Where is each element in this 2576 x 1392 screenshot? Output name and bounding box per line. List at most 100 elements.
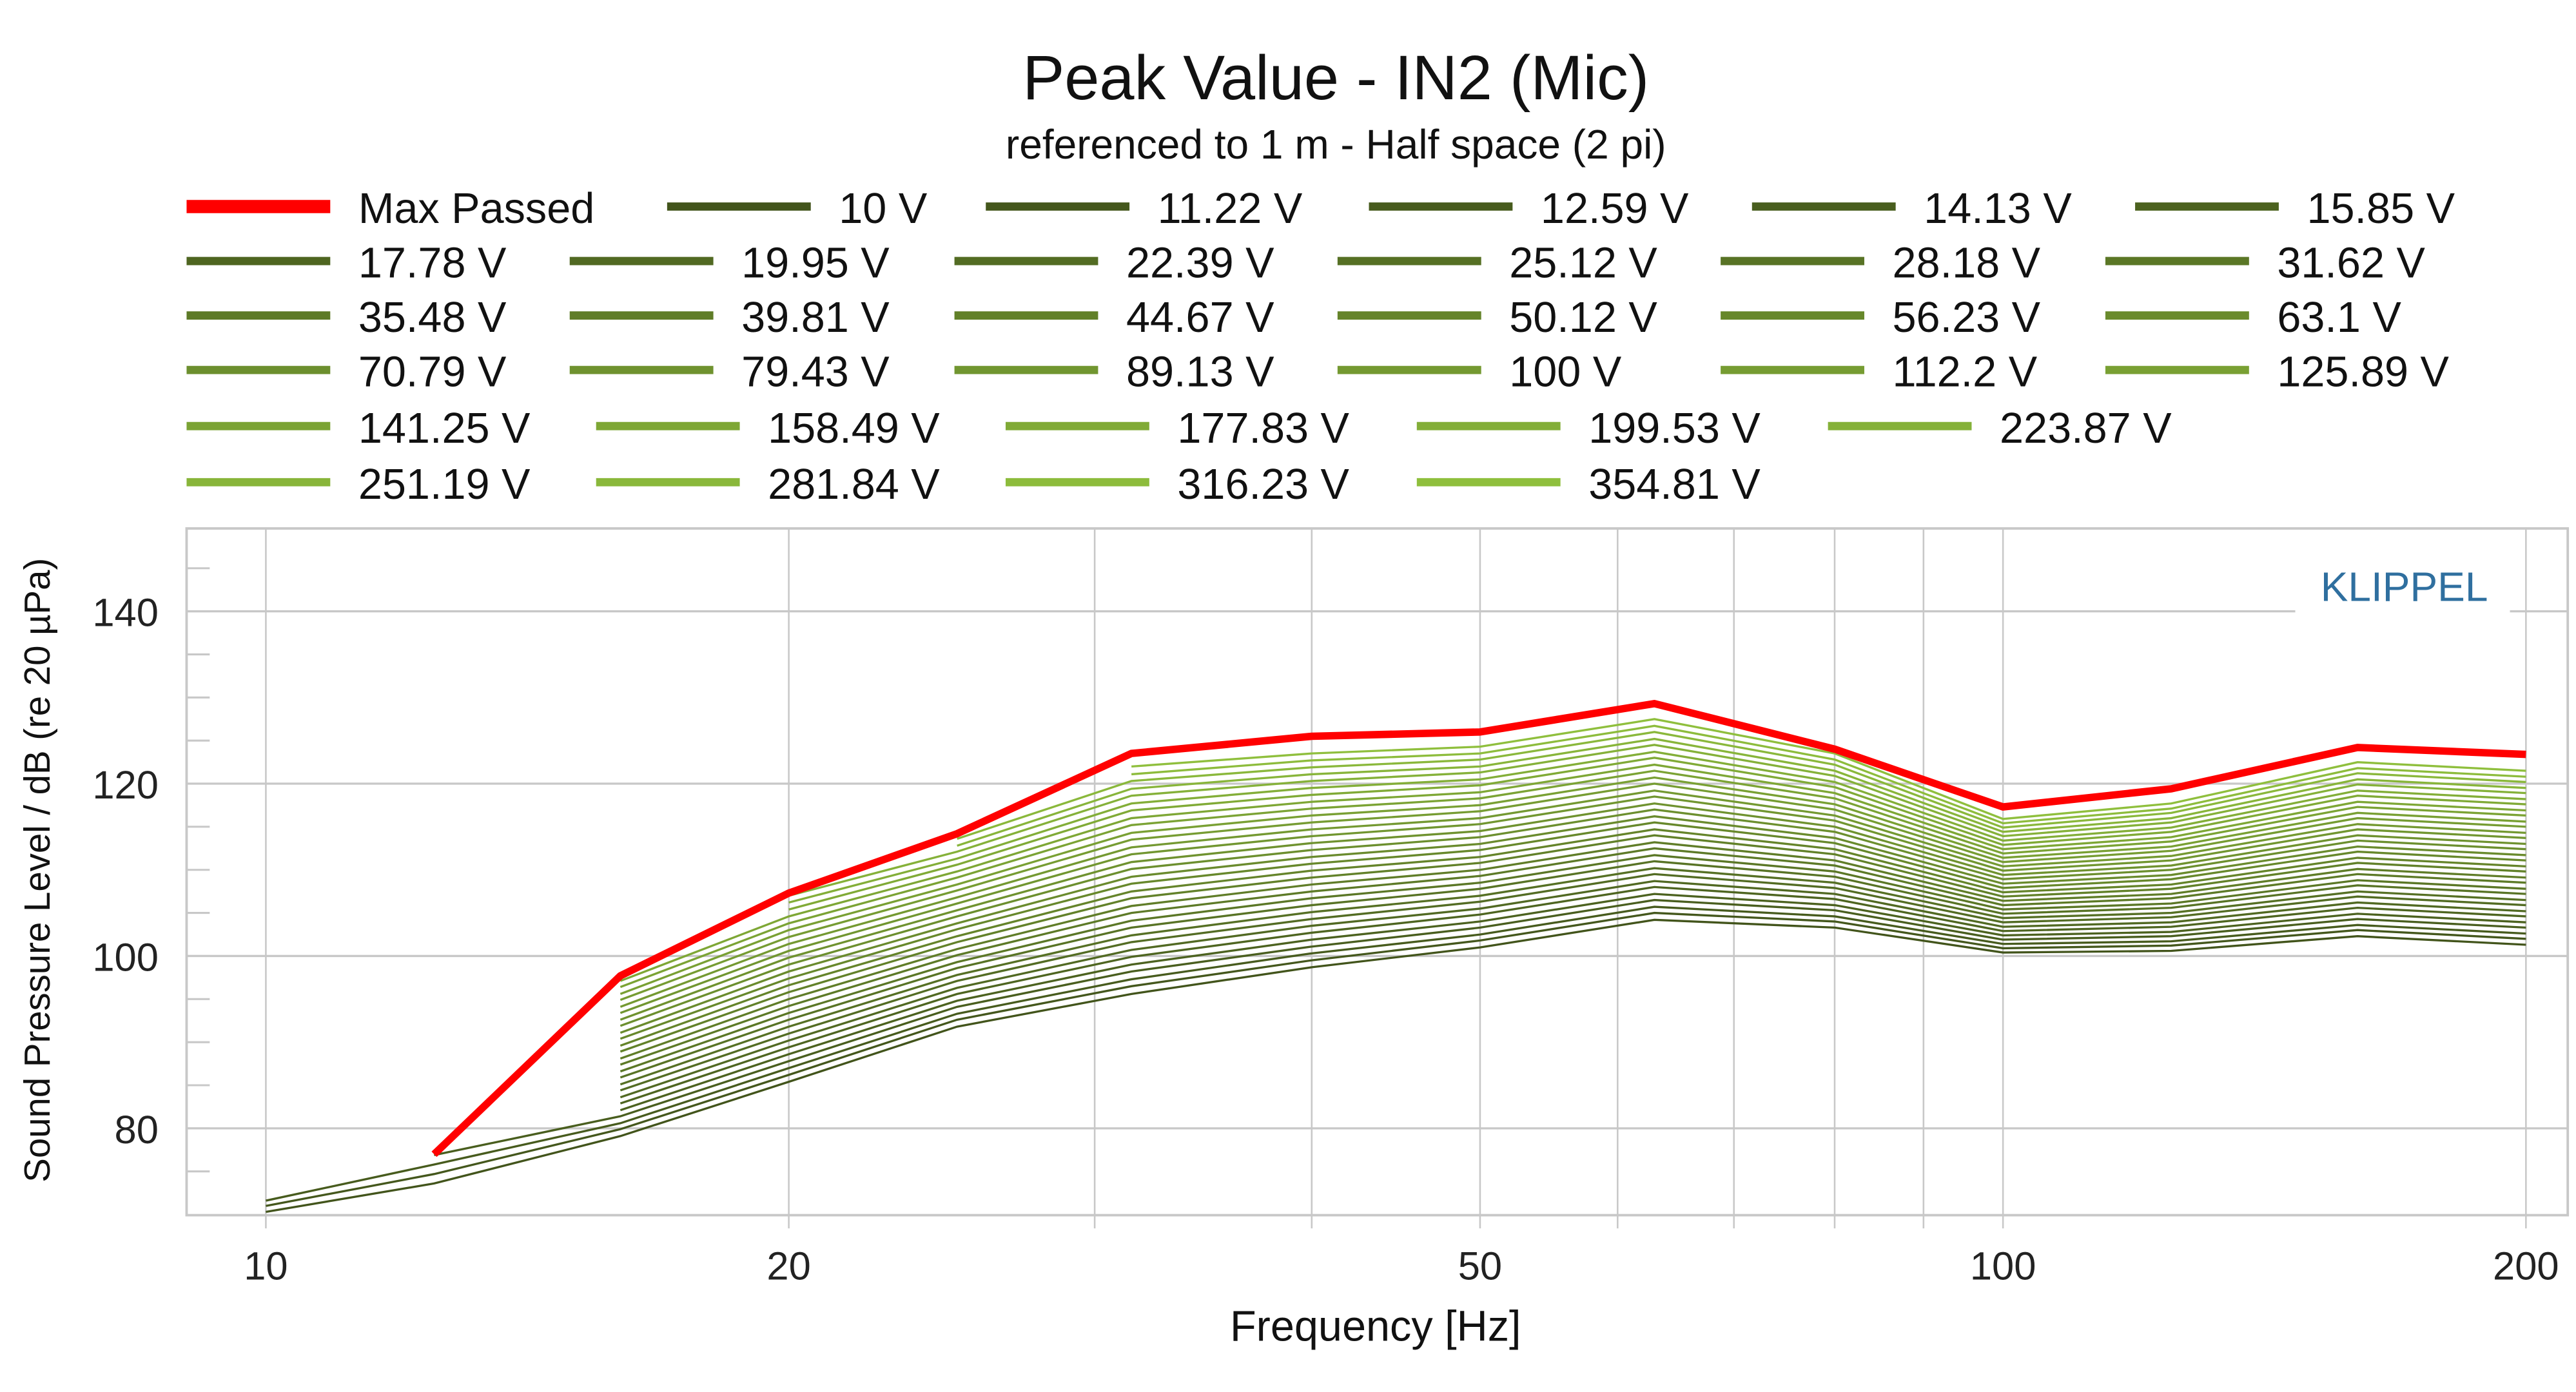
series-line <box>266 905 2526 1202</box>
legend-label: Max Passed <box>358 185 594 233</box>
series-line <box>434 898 2526 1156</box>
legend-item: 10 V <box>667 185 928 233</box>
legend-label: 22.39 V <box>1126 240 1274 287</box>
series-line <box>620 885 2526 1105</box>
watermark-background <box>2295 553 2510 619</box>
series-line <box>788 750 2526 904</box>
legend-item: 100 V <box>1337 349 1622 396</box>
series-line <box>620 769 2526 989</box>
series-line <box>788 757 2526 911</box>
legend-label: 251.19 V <box>358 461 531 508</box>
legend-label: 12.59 V <box>1541 185 1689 233</box>
legend-label: 177.83 V <box>1177 405 1349 452</box>
legend-item: 15.85 V <box>2135 185 2455 233</box>
legend-label: 14.13 V <box>1924 185 2072 233</box>
legend-label: 50.12 V <box>1509 294 1657 342</box>
x-tick-label: 50 <box>1458 1244 1502 1289</box>
legend-item: 79.43 V <box>569 349 890 396</box>
legend-label: 39.81 V <box>741 294 890 342</box>
legend-label: 63.1 V <box>2277 294 2401 342</box>
series-line <box>266 918 2526 1213</box>
legend-item: 70.79 V <box>186 349 507 396</box>
legend-label: 31.62 V <box>2277 240 2425 287</box>
series-line <box>620 789 2526 1008</box>
x-tick-label: 100 <box>1970 1244 2036 1289</box>
series-line <box>788 744 2526 897</box>
legend-item: 251.19 V <box>186 461 531 508</box>
legend-item: 281.84 V <box>596 461 940 508</box>
legend-label: 199.53 V <box>1588 405 1761 452</box>
legend-item: 11.22 V <box>986 185 1303 233</box>
max-passed-line <box>431 700 2526 1157</box>
legend-label: 35.48 V <box>358 294 507 342</box>
legend-item: 125.89 V <box>2105 349 2450 396</box>
series-line <box>620 880 2526 1099</box>
legend-item: 316.23 V <box>1005 461 1350 508</box>
legend-item: 17.78 V <box>186 240 507 287</box>
legend-label: 25.12 V <box>1509 240 1657 287</box>
legend-item: 25.12 V <box>1337 240 1657 287</box>
x-tick-label: 200 <box>2493 1244 2559 1289</box>
legend: Max Passed 10 V 11.22 V 12.59 V 14.13 V 15.85… <box>186 185 2455 508</box>
legend-label: 15.85 V <box>2307 185 2455 233</box>
legend-label: 125.89 V <box>2277 349 2449 396</box>
series-line <box>620 841 2526 1060</box>
series-line <box>620 763 2526 982</box>
series-line <box>1131 724 2526 825</box>
legend-label: 19.95 V <box>741 240 890 287</box>
legend-item: 199.53 V <box>1416 405 1761 452</box>
x-axis-label: Frequency [Hz] <box>1230 1302 1521 1350</box>
legend-label: 10 V <box>839 185 928 233</box>
series-line <box>620 828 2526 1047</box>
klippel-watermark: KLIPPEL <box>2321 564 2488 610</box>
legend-item: 44.67 V <box>954 294 1274 342</box>
series-line <box>957 737 2526 847</box>
series-line <box>620 815 2526 1034</box>
legend-item: 39.81 V <box>569 294 890 342</box>
y-axis-label: Sound Pressure Level / dB (re 20 µPa) <box>17 558 57 1183</box>
x-tick-label: 10 <box>244 1244 288 1289</box>
series-line <box>620 821 2526 1040</box>
legend-label: 112.2 V <box>1893 349 2038 396</box>
legend-item: 63.1 V <box>2105 294 2401 342</box>
legend-item: Max Passed <box>186 185 594 233</box>
chart-subtitle: referenced to 1 m - Half space (2 pi) <box>1006 121 1666 168</box>
legend-label: 141.25 V <box>358 405 531 452</box>
legend-label: 223.87 V <box>2000 405 2172 452</box>
legend-item: 50.12 V <box>1337 294 1657 342</box>
y-tick-label: 120 <box>92 763 159 807</box>
chart-title: Peak Value - IN2 (Mic) <box>1022 43 1649 113</box>
legend-item: 354.81 V <box>1416 461 1761 508</box>
legend-label: 354.81 V <box>1588 461 1761 508</box>
legend-item: 22.39 V <box>954 240 1274 287</box>
legend-item: 158.49 V <box>596 405 940 452</box>
legend-item: 141.25 V <box>186 405 531 452</box>
series-line <box>620 808 2526 1027</box>
y-tick-label: 140 <box>92 591 159 635</box>
legend-item: 89.13 V <box>954 349 1274 396</box>
legend-label: 17.78 V <box>358 240 507 287</box>
series-line <box>620 860 2526 1079</box>
legend-item: 35.48 V <box>186 294 507 342</box>
legend-label: 316.23 V <box>1177 461 1349 508</box>
legend-label: 100 V <box>1509 349 1622 396</box>
series-line <box>1131 718 2526 820</box>
series-line <box>620 867 2526 1086</box>
legend-label: 56.23 V <box>1893 294 2041 342</box>
series-line <box>620 795 2526 1014</box>
legend-item: 56.23 V <box>1721 294 2041 342</box>
legend-label: 70.79 V <box>358 349 507 396</box>
legend-item: 112.2 V <box>1721 349 2038 396</box>
plot-area: 10 20 50 100 200 80 100 120 140 KLIPPEL <box>92 527 2570 1289</box>
legend-label: 28.18 V <box>1893 240 2041 287</box>
series-line <box>620 776 2526 995</box>
series-line <box>620 802 2526 1021</box>
legend-item: 177.83 V <box>1005 405 1350 452</box>
legend-label: 79.43 V <box>741 349 890 396</box>
y-tick-label: 100 <box>92 935 159 980</box>
series-line <box>620 873 2526 1092</box>
series-line <box>620 834 2526 1053</box>
y-tick-label: 80 <box>115 1108 159 1152</box>
legend-item: 14.13 V <box>1751 185 2072 233</box>
legend-item: 19.95 V <box>569 240 890 287</box>
